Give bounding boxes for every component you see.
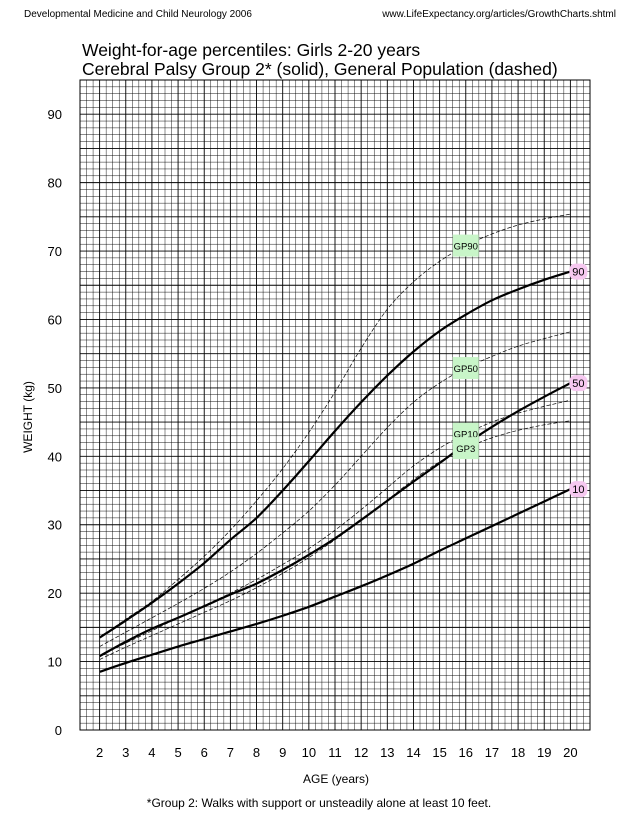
x-tick-label: 17 [485,745,499,760]
series-line-gp3 [99,420,571,660]
x-tick-label: 2 [96,745,103,760]
axis-tick-labels: 0 10 20 30 40 50 60 70 80 90 2 3 4 5 6 7 8 9 10 11 12 13 14 15 1… [48,107,578,760]
series-label-text: 10 [572,484,584,496]
x-tick-label: 6 [201,745,208,760]
y-tick-label: 10 [48,655,62,670]
series-line-gp90 [99,213,571,638]
chart-title: Weight-for-age percentiles: Girls 2-20 y… [82,40,421,60]
x-tick-label: 9 [279,745,286,760]
series-label-text: 50 [572,378,584,390]
y-axis-label: WEIGHT (kg) [21,381,35,453]
y-tick-label: 20 [48,586,62,601]
series-line-gp10 [99,399,571,657]
chart-lines [99,213,571,673]
series-line-90 [99,270,571,639]
plot-frame [79,79,591,731]
series-label-bg [569,263,588,280]
x-tick-label: 10 [302,745,316,760]
series-label-bg [452,234,479,257]
series-label-text: GP90 [454,242,478,253]
series-label-50: 50 [569,375,588,392]
series-label-bg [569,375,588,392]
x-tick-label: 20 [563,745,577,760]
series-label-gp50: GP50 [452,357,479,380]
series-labels: 90 50 10 GP90 GP50 GP10 GP3 [452,234,588,498]
series-line-10 [99,488,571,673]
x-tick-label: 15 [432,745,446,760]
x-tick-label: 19 [537,745,551,760]
series-label-gp3: GP3 [452,437,479,460]
x-tick-label: 5 [174,745,181,760]
series-label-10: 10 [569,481,588,498]
series-line-gp50 [99,331,571,647]
series-label-text: GP50 [454,364,478,375]
y-tick-label: 80 [48,176,62,191]
x-tick-label: 3 [122,745,129,760]
x-tick-label: 4 [148,745,155,760]
x-tick-label: 14 [406,745,420,760]
series-label-gp90: GP90 [452,234,479,257]
x-tick-label: 18 [511,745,525,760]
x-tick-label: 16 [459,745,473,760]
series-label-bg [452,357,479,380]
x-tick-label: 12 [354,745,368,760]
x-tick-label: 11 [328,745,342,760]
x-tick-label: 8 [253,745,260,760]
y-tick-label: 90 [48,107,62,122]
series-label-bg [569,481,588,498]
chart-subtitle: Cerebral Palsy Group 2* (solid), General… [82,59,558,79]
y-tick-label: 70 [48,244,62,259]
y-tick-label: 30 [48,518,62,533]
series-label-bg [452,437,479,460]
y-tick-label: 40 [48,449,62,464]
series-label-90: 90 [569,263,588,280]
chart-grid [79,79,591,731]
x-axis-label: AGE (years) [303,772,369,786]
x-tick-label: 7 [227,745,234,760]
y-tick-label: 60 [48,312,62,327]
footnote: *Group 2: Walks with support or unsteadi… [146,796,492,810]
y-tick-label: 50 [48,381,62,396]
y-tick-label: 0 [55,723,62,738]
series-label-text: GP10 [454,430,478,441]
series-label-text: 90 [572,267,584,279]
header-url: www.LifeExpectancy.org/articles/GrowthCh… [382,9,616,20]
series-label-text: GP3 [456,444,475,455]
x-tick-label: 13 [380,745,394,760]
header-journal: Developmental Medicine and Child Neurolo… [24,9,252,20]
